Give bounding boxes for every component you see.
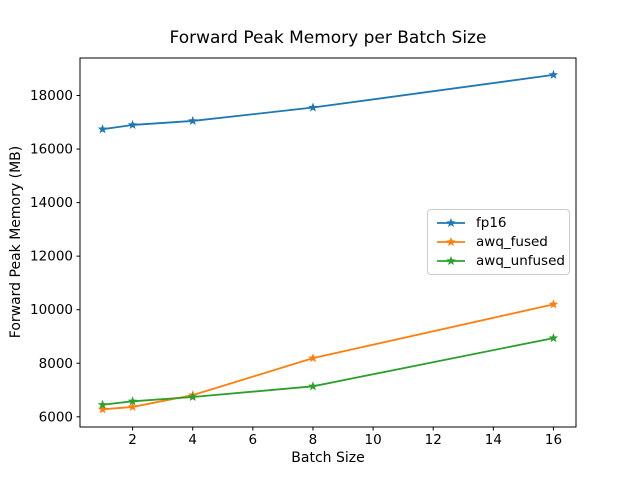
x-tick-label: 16 (545, 432, 562, 448)
legend: fp16 awq_fused awq_unfused (427, 209, 570, 275)
series-line-awq_unfused (101, 337, 555, 406)
legend-label: fp16 (476, 214, 507, 231)
legend-item-awq_fused: awq_fused (436, 232, 561, 251)
y-tick-label: 18000 (30, 88, 73, 104)
data-point-marker (308, 381, 318, 391)
data-point-marker (308, 102, 318, 112)
x-axis-ticks: 2 4 6 8 10 12 14 16 (128, 427, 562, 448)
y-tick-label: 14000 (30, 195, 73, 211)
x-tick-label: 2 (128, 432, 137, 448)
y-tick-label: 10000 (30, 302, 73, 318)
data-point-marker (127, 396, 138, 406)
x-tick-label: 14 (485, 432, 502, 448)
chart-title: Forward Peak Memory per Batch Size (169, 28, 487, 48)
data-point-marker (97, 399, 108, 409)
data-point-marker (548, 299, 559, 309)
data-point-marker (127, 401, 138, 411)
data-point-marker (97, 124, 108, 134)
y-tick-label: 16000 (30, 142, 73, 158)
data-point-marker (548, 69, 559, 79)
y-tick-label: 12000 (30, 249, 73, 265)
data-point-marker (308, 353, 318, 363)
legend-item-fp16: fp16 (436, 213, 561, 232)
series-awq_unfused (97, 333, 559, 409)
legend-label: awq_fused (476, 233, 548, 250)
data-point-marker (187, 392, 198, 402)
data-point-marker (548, 333, 559, 343)
y-tick-label: 8000 (39, 356, 73, 372)
x-tick-label: 4 (188, 432, 197, 448)
x-tick-label: 8 (309, 432, 318, 448)
x-axis-label: Batch Size (291, 450, 365, 466)
series-line-awq_fused (101, 303, 555, 411)
x-tick-label: 6 (249, 432, 258, 448)
x-tick-label: 10 (364, 432, 381, 448)
axes-frame (79, 57, 577, 428)
x-tick-label: 12 (425, 432, 442, 448)
legend-label: awq_unfused (476, 253, 565, 270)
series-line-fp16 (101, 73, 555, 131)
data-point-marker (97, 404, 108, 414)
legend-item-awq_unfused: awq_unfused (436, 252, 565, 271)
series-awq_fused (97, 299, 559, 414)
y-axis-ticks: 6000 8000 10000 12000 14000 16000 18000 (30, 88, 80, 425)
y-axis-label: Forward Peak Memory (MB) (8, 145, 24, 339)
legend-marker-icon (437, 256, 465, 266)
data-point-marker (127, 119, 138, 129)
legend-marker-icon (437, 217, 465, 227)
data-point-marker (187, 115, 198, 125)
legend-marker-icon (437, 236, 465, 247)
y-tick-label: 6000 (39, 409, 73, 425)
series-fp16 (97, 69, 559, 134)
